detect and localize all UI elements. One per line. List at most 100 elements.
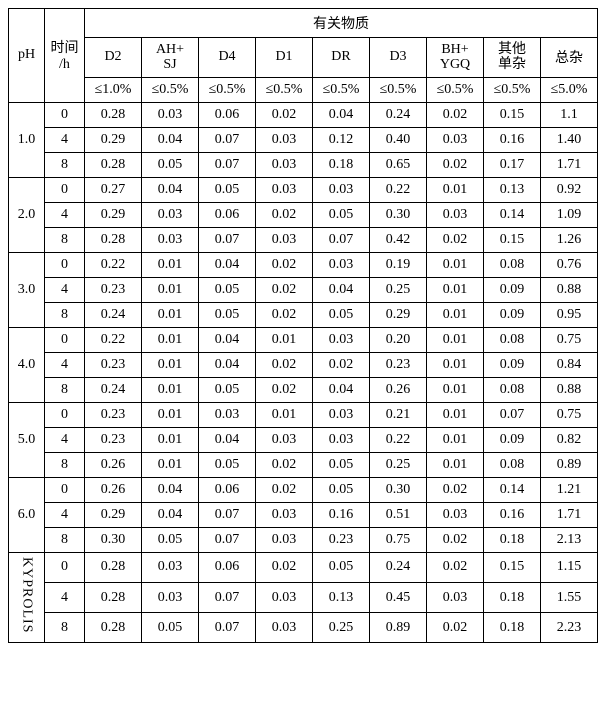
limit-cell: ≤0.5% <box>256 77 313 102</box>
data-cell: 0.42 <box>370 227 427 252</box>
data-cell: 0.75 <box>541 327 598 352</box>
data-cell: 0.02 <box>427 477 484 502</box>
data-cell: 0.40 <box>370 127 427 152</box>
data-cell: 0.05 <box>313 202 370 227</box>
table-row: 80.280.050.070.030.250.890.020.182.23 <box>9 613 598 643</box>
time-cell: 4 <box>45 277 85 302</box>
data-cell: 0.04 <box>199 252 256 277</box>
data-cell: 0.07 <box>199 152 256 177</box>
data-cell: 0.30 <box>370 477 427 502</box>
data-cell: 0.25 <box>370 277 427 302</box>
data-cell: 0.23 <box>85 277 142 302</box>
data-cell: 0.92 <box>541 177 598 202</box>
data-cell: 0.01 <box>142 427 199 452</box>
data-cell: 0.07 <box>199 227 256 252</box>
limit-cell: ≤0.5% <box>199 77 256 102</box>
data-cell: 0.65 <box>370 152 427 177</box>
data-cell: 0.22 <box>370 177 427 202</box>
data-cell: 0.02 <box>256 302 313 327</box>
table-row: 3.000.220.010.040.020.030.190.010.080.76 <box>9 252 598 277</box>
group-label: 4.0 <box>9 327 45 402</box>
header-col-bh-ygq: BH+YGQ <box>427 38 484 78</box>
group-label: 3.0 <box>9 252 45 327</box>
time-cell: 4 <box>45 582 85 612</box>
data-cell: 0.29 <box>370 302 427 327</box>
data-cell: 0.24 <box>85 302 142 327</box>
data-cell: 0.29 <box>85 127 142 152</box>
time-cell: 4 <box>45 502 85 527</box>
data-cell: 0.23 <box>85 402 142 427</box>
data-cell: 0.02 <box>427 613 484 643</box>
data-cell: 0.28 <box>85 552 142 582</box>
limit-cell: ≤0.5% <box>370 77 427 102</box>
data-cell: 0.24 <box>370 552 427 582</box>
time-cell: 4 <box>45 352 85 377</box>
data-cell: 0.05 <box>199 377 256 402</box>
data-cell: 0.20 <box>370 327 427 352</box>
table-header: pH 时间/h 有关物质 D2 AH+SJ D4 D1 DR D3 BH+YGQ… <box>9 9 598 103</box>
table-row: 4.000.220.010.040.010.030.200.010.080.75 <box>9 327 598 352</box>
time-cell: 0 <box>45 102 85 127</box>
data-cell: 0.17 <box>484 152 541 177</box>
data-cell: 0.01 <box>142 277 199 302</box>
data-cell: 0.03 <box>313 402 370 427</box>
header-col-other: 其他单杂 <box>484 38 541 78</box>
data-cell: 0.07 <box>484 402 541 427</box>
data-cell: 0.21 <box>370 402 427 427</box>
data-cell: 0.04 <box>199 352 256 377</box>
data-cell: 0.16 <box>313 502 370 527</box>
data-cell: 0.03 <box>313 177 370 202</box>
data-cell: 0.76 <box>541 252 598 277</box>
data-cell: 0.03 <box>427 502 484 527</box>
data-cell: 1.1 <box>541 102 598 127</box>
data-cell: 0.02 <box>427 227 484 252</box>
data-cell: 0.07 <box>199 613 256 643</box>
time-cell: 0 <box>45 552 85 582</box>
header-col-d3: D3 <box>370 38 427 78</box>
data-cell: 0.27 <box>85 177 142 202</box>
data-cell: 0.02 <box>256 477 313 502</box>
data-cell: 0.01 <box>427 302 484 327</box>
data-cell: 0.04 <box>142 177 199 202</box>
data-cell: 0.14 <box>484 477 541 502</box>
data-cell: 0.24 <box>370 102 427 127</box>
data-cell: 0.22 <box>85 252 142 277</box>
data-cell: 0.75 <box>541 402 598 427</box>
data-cell: 0.05 <box>313 477 370 502</box>
data-cell: 0.03 <box>427 127 484 152</box>
time-cell: 0 <box>45 327 85 352</box>
data-cell: 0.03 <box>256 427 313 452</box>
data-cell: 0.04 <box>142 502 199 527</box>
table-row: 40.230.010.040.030.030.220.010.090.82 <box>9 427 598 452</box>
data-cell: 0.18 <box>313 152 370 177</box>
group-label: KYPROLIS <box>9 552 45 642</box>
data-cell: 0.02 <box>256 277 313 302</box>
limit-cell: ≤1.0% <box>85 77 142 102</box>
data-cell: 0.05 <box>199 302 256 327</box>
data-cell: 0.01 <box>427 177 484 202</box>
group-label: 2.0 <box>9 177 45 252</box>
data-cell: 0.03 <box>427 202 484 227</box>
data-cell: 0.28 <box>85 582 142 612</box>
table-row: 2.000.270.040.050.030.030.220.010.130.92 <box>9 177 598 202</box>
data-cell: 0.07 <box>199 582 256 612</box>
table-row: 40.290.040.070.030.160.510.030.161.71 <box>9 502 598 527</box>
data-cell: 0.23 <box>370 352 427 377</box>
data-cell: 0.29 <box>85 502 142 527</box>
header-ph: pH <box>9 9 45 103</box>
data-cell: 0.09 <box>484 277 541 302</box>
data-cell: 0.09 <box>484 352 541 377</box>
data-cell: 0.06 <box>199 477 256 502</box>
data-cell: 0.02 <box>256 352 313 377</box>
data-cell: 0.28 <box>85 613 142 643</box>
data-cell: 0.28 <box>85 227 142 252</box>
header-col-d4: D4 <box>199 38 256 78</box>
data-cell: 1.26 <box>541 227 598 252</box>
group-label: 1.0 <box>9 102 45 177</box>
limit-cell: ≤5.0% <box>541 77 598 102</box>
header-cols-row: D2 AH+SJ D4 D1 DR D3 BH+YGQ 其他单杂 总杂 <box>9 38 598 78</box>
data-cell: 0.07 <box>199 502 256 527</box>
data-cell: 0.03 <box>142 202 199 227</box>
data-cell: 0.08 <box>484 377 541 402</box>
data-cell: 0.15 <box>484 552 541 582</box>
